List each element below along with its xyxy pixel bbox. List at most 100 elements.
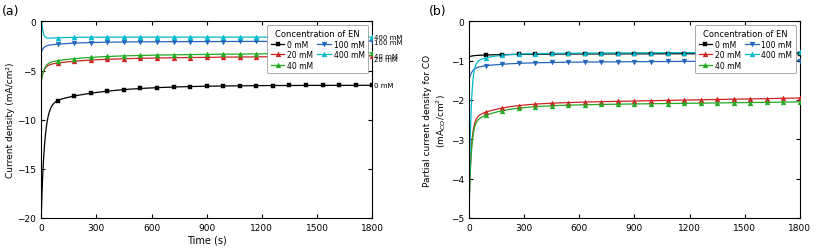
20 mM xyxy=(358,55,368,58)
400 mM xyxy=(725,52,734,55)
Line: 400 mM: 400 mM xyxy=(41,14,373,39)
400 mM xyxy=(189,36,199,40)
Line: 0 mM: 0 mM xyxy=(41,86,373,218)
400 mM xyxy=(464,216,474,220)
Text: 40 mM: 40 mM xyxy=(374,54,398,60)
100 mM xyxy=(53,44,63,46)
40 mM xyxy=(464,212,474,216)
0 mM xyxy=(785,53,795,56)
20 mM xyxy=(625,100,635,103)
20 mM xyxy=(464,208,474,212)
100 mM xyxy=(785,60,795,63)
20 mM xyxy=(795,97,805,100)
Legend: 0 mM, 20 mM, 40 mM, 100 mM, 400 mM: 0 mM, 20 mM, 40 mM, 100 mM, 400 mM xyxy=(267,26,368,74)
0 mM xyxy=(616,53,626,56)
100 mM xyxy=(785,60,795,63)
100 mM xyxy=(725,60,734,63)
100 mM xyxy=(616,61,626,64)
40 mM xyxy=(616,103,626,106)
40 mM xyxy=(785,101,795,104)
100 mM xyxy=(197,41,207,44)
100 mM xyxy=(368,40,377,43)
0 mM xyxy=(297,84,306,87)
20 mM xyxy=(725,98,734,101)
400 mM xyxy=(481,57,491,60)
0 mM xyxy=(625,53,635,56)
Y-axis label: Partial current density for CO
(mA$_{CO}$/cm$^{2}$): Partial current density for CO (mA$_{CO}… xyxy=(423,54,448,186)
20 mM xyxy=(297,56,306,59)
400 mM xyxy=(795,51,805,54)
40 mM xyxy=(358,52,368,55)
0 mM xyxy=(464,56,474,59)
0 mM xyxy=(189,86,199,89)
40 mM xyxy=(795,101,805,104)
Line: 40 mM: 40 mM xyxy=(41,54,373,83)
40 mM xyxy=(625,103,635,106)
100 mM xyxy=(481,65,491,68)
X-axis label: Time (s): Time (s) xyxy=(187,234,226,244)
400 mM xyxy=(368,36,377,40)
400 mM xyxy=(297,36,307,40)
40 mM xyxy=(481,114,491,117)
20 mM xyxy=(785,97,795,100)
40 mM xyxy=(197,54,207,57)
20 mM xyxy=(616,100,626,103)
0 mM xyxy=(368,84,377,87)
Y-axis label: Current density (mA/cm²): Current density (mA/cm²) xyxy=(6,62,15,178)
100 mM xyxy=(464,80,474,82)
20 mM xyxy=(36,80,46,82)
0 mM xyxy=(36,216,46,220)
0 mM xyxy=(53,100,63,102)
40 mM xyxy=(53,60,63,63)
100 mM xyxy=(358,40,368,43)
0 mM xyxy=(785,53,795,56)
400 mM xyxy=(36,13,46,16)
400 mM xyxy=(785,52,795,54)
40 mM xyxy=(189,54,199,57)
0 mM xyxy=(358,84,368,87)
Text: (a): (a) xyxy=(2,6,19,18)
20 mM xyxy=(358,55,368,58)
20 mM xyxy=(197,57,207,60)
Text: 100 mM: 100 mM xyxy=(374,40,403,46)
100 mM xyxy=(625,61,635,64)
100 mM xyxy=(358,40,368,43)
20 mM xyxy=(481,111,491,114)
0 mM xyxy=(358,84,368,87)
40 mM xyxy=(368,52,377,55)
Line: 100 mM: 100 mM xyxy=(41,42,373,54)
20 mM xyxy=(189,57,199,60)
400 mM xyxy=(785,52,795,54)
100 mM xyxy=(297,40,306,43)
Line: 400 mM: 400 mM xyxy=(469,53,800,218)
400 mM xyxy=(198,36,208,40)
400 mM xyxy=(44,38,54,40)
Legend: 0 mM, 20 mM, 40 mM, 100 mM, 400 mM: 0 mM, 20 mM, 40 mM, 100 mM, 400 mM xyxy=(694,26,796,74)
400 mM xyxy=(616,52,626,55)
Line: 40 mM: 40 mM xyxy=(469,102,800,214)
40 mM xyxy=(36,82,46,84)
Text: 400 mM: 400 mM xyxy=(374,35,403,41)
400 mM xyxy=(53,37,63,40)
Line: 20 mM: 20 mM xyxy=(41,56,373,81)
20 mM xyxy=(785,97,795,100)
40 mM xyxy=(358,52,368,55)
0 mM xyxy=(795,53,805,56)
20 mM xyxy=(53,62,63,65)
100 mM xyxy=(189,41,199,44)
0 mM xyxy=(481,54,491,57)
40 mM xyxy=(297,53,306,56)
Line: 100 mM: 100 mM xyxy=(469,62,800,81)
0 mM xyxy=(197,86,207,88)
40 mM xyxy=(725,102,734,105)
400 mM xyxy=(625,52,635,55)
Line: 0 mM: 0 mM xyxy=(469,54,800,58)
Text: 20 mM: 20 mM xyxy=(374,56,398,62)
0 mM xyxy=(725,53,734,56)
400 mM xyxy=(358,36,368,40)
Line: 20 mM: 20 mM xyxy=(469,98,800,210)
40 mM xyxy=(785,101,795,104)
100 mM xyxy=(36,52,46,55)
100 mM xyxy=(795,60,805,63)
Text: (b): (b) xyxy=(429,6,447,18)
